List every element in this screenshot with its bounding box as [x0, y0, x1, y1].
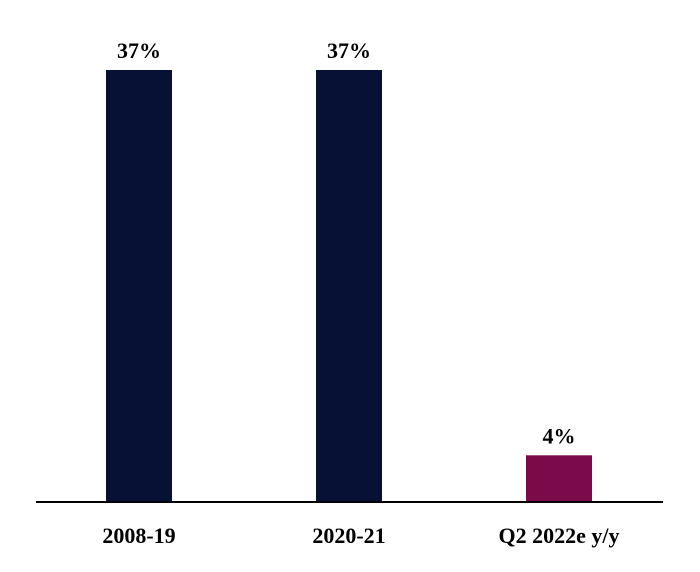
x-tick-labels-group: 2008-19 2020-21 Q2 2022e y/y: [102, 523, 619, 548]
data-label-1: 37%: [117, 38, 161, 63]
data-label-2: 37%: [327, 38, 371, 63]
data-label-3: 4%: [543, 423, 576, 448]
bars-group: [106, 70, 592, 502]
data-labels-group: 37% 37% 4%: [117, 38, 576, 448]
bar-1: [106, 70, 172, 502]
x-tick-label-2: 2020-21: [312, 523, 385, 548]
bar-2: [316, 70, 382, 502]
x-tick-label-3: Q2 2022e y/y: [499, 523, 620, 548]
bar-3: [526, 455, 592, 502]
x-tick-label-1: 2008-19: [102, 523, 175, 548]
